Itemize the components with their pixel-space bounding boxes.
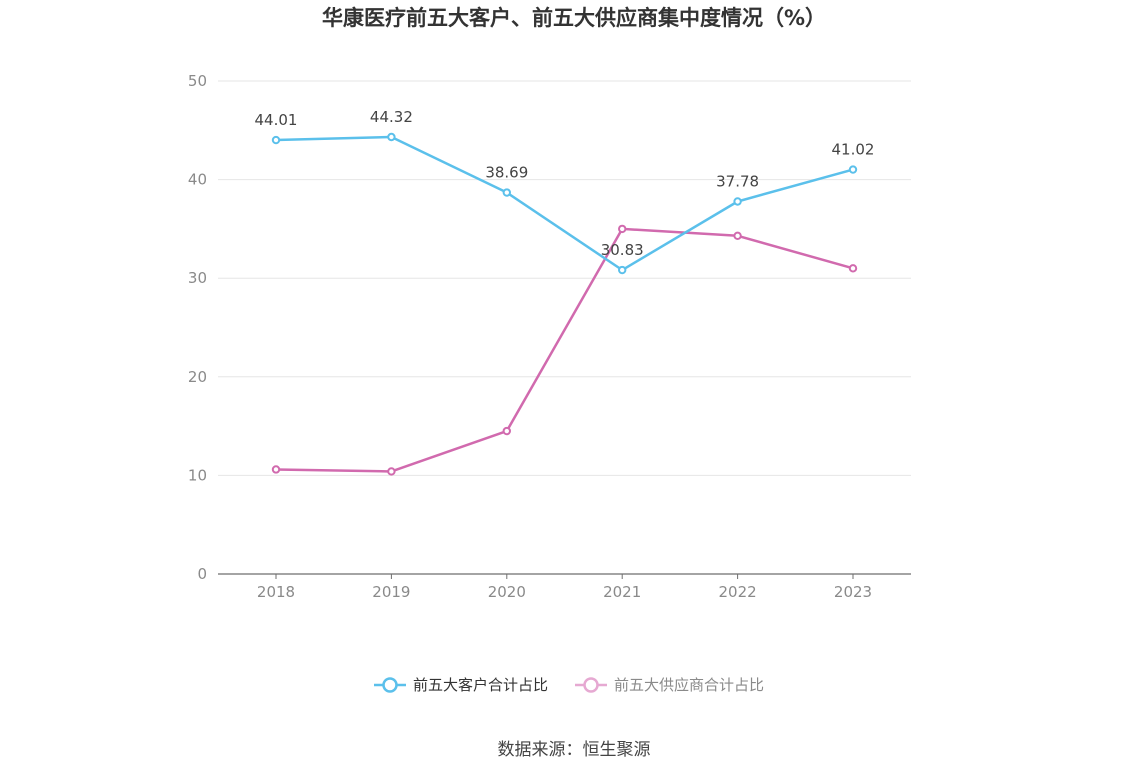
data-label: 30.83 <box>601 241 644 259</box>
data-point[interactable] <box>618 265 627 275</box>
x-tick-label: 2023 <box>834 583 872 601</box>
chart-title: 华康医疗前五大客户、前五大供应商集中度情况（%） <box>322 6 826 30</box>
series-line <box>275 135 854 272</box>
x-tick-label: 2018 <box>257 583 295 601</box>
legend-item-suppliers[interactable]: 前五大供应商合计占比 <box>575 676 764 694</box>
series-group <box>271 132 858 476</box>
data-point[interactable] <box>733 197 742 206</box>
series-suppliers <box>271 224 858 476</box>
data-point[interactable] <box>387 132 396 142</box>
data-point[interactable] <box>618 224 627 234</box>
source-note: 数据来源：恒生聚源 <box>498 740 651 760</box>
legend-item-customers[interactable]: 前五大客户合计占比 <box>374 676 548 694</box>
data-label: 44.01 <box>255 111 298 129</box>
legend-label: 前五大客户合计占比 <box>413 676 548 694</box>
data-label: 44.32 <box>370 108 413 126</box>
data-label: 41.02 <box>832 141 875 159</box>
data-labels: 44.01 44.32 38.69 30.83 37.78 41.02 <box>255 108 875 259</box>
y-tick-label: 0 <box>197 565 207 583</box>
data-label: 37.78 <box>716 172 759 190</box>
data-point[interactable] <box>271 465 281 474</box>
y-tick-label: 30 <box>188 269 207 287</box>
x-tick-label: 2019 <box>372 583 410 601</box>
legend-label: 前五大供应商合计占比 <box>614 676 764 694</box>
data-point[interactable] <box>848 165 858 174</box>
y-axis: 0 10 20 30 40 50 <box>188 72 207 583</box>
y-tick-label: 20 <box>188 368 207 386</box>
data-point[interactable] <box>733 231 742 241</box>
y-tick-label: 50 <box>188 72 207 90</box>
data-point[interactable] <box>502 188 511 197</box>
data-label: 38.69 <box>485 164 528 182</box>
data-point[interactable] <box>271 135 281 145</box>
x-tick-label: 2020 <box>488 583 526 601</box>
x-tick-label: 2022 <box>719 583 757 601</box>
data-point[interactable] <box>848 264 858 273</box>
data-point[interactable] <box>502 426 511 436</box>
legend-marker-icon <box>583 677 599 693</box>
data-point[interactable] <box>387 467 396 476</box>
y-tick-label: 40 <box>188 171 207 189</box>
x-axis: 2018 2019 2020 2021 2022 2023 <box>218 573 911 601</box>
x-tick-label: 2021 <box>603 583 641 601</box>
series-customers <box>271 132 858 275</box>
grid-lines <box>218 80 911 476</box>
y-tick-label: 10 <box>188 466 207 484</box>
legend: 前五大客户合计占比 前五大供应商合计占比 <box>374 676 764 694</box>
series-line <box>275 227 854 473</box>
legend-marker-icon <box>382 677 398 693</box>
